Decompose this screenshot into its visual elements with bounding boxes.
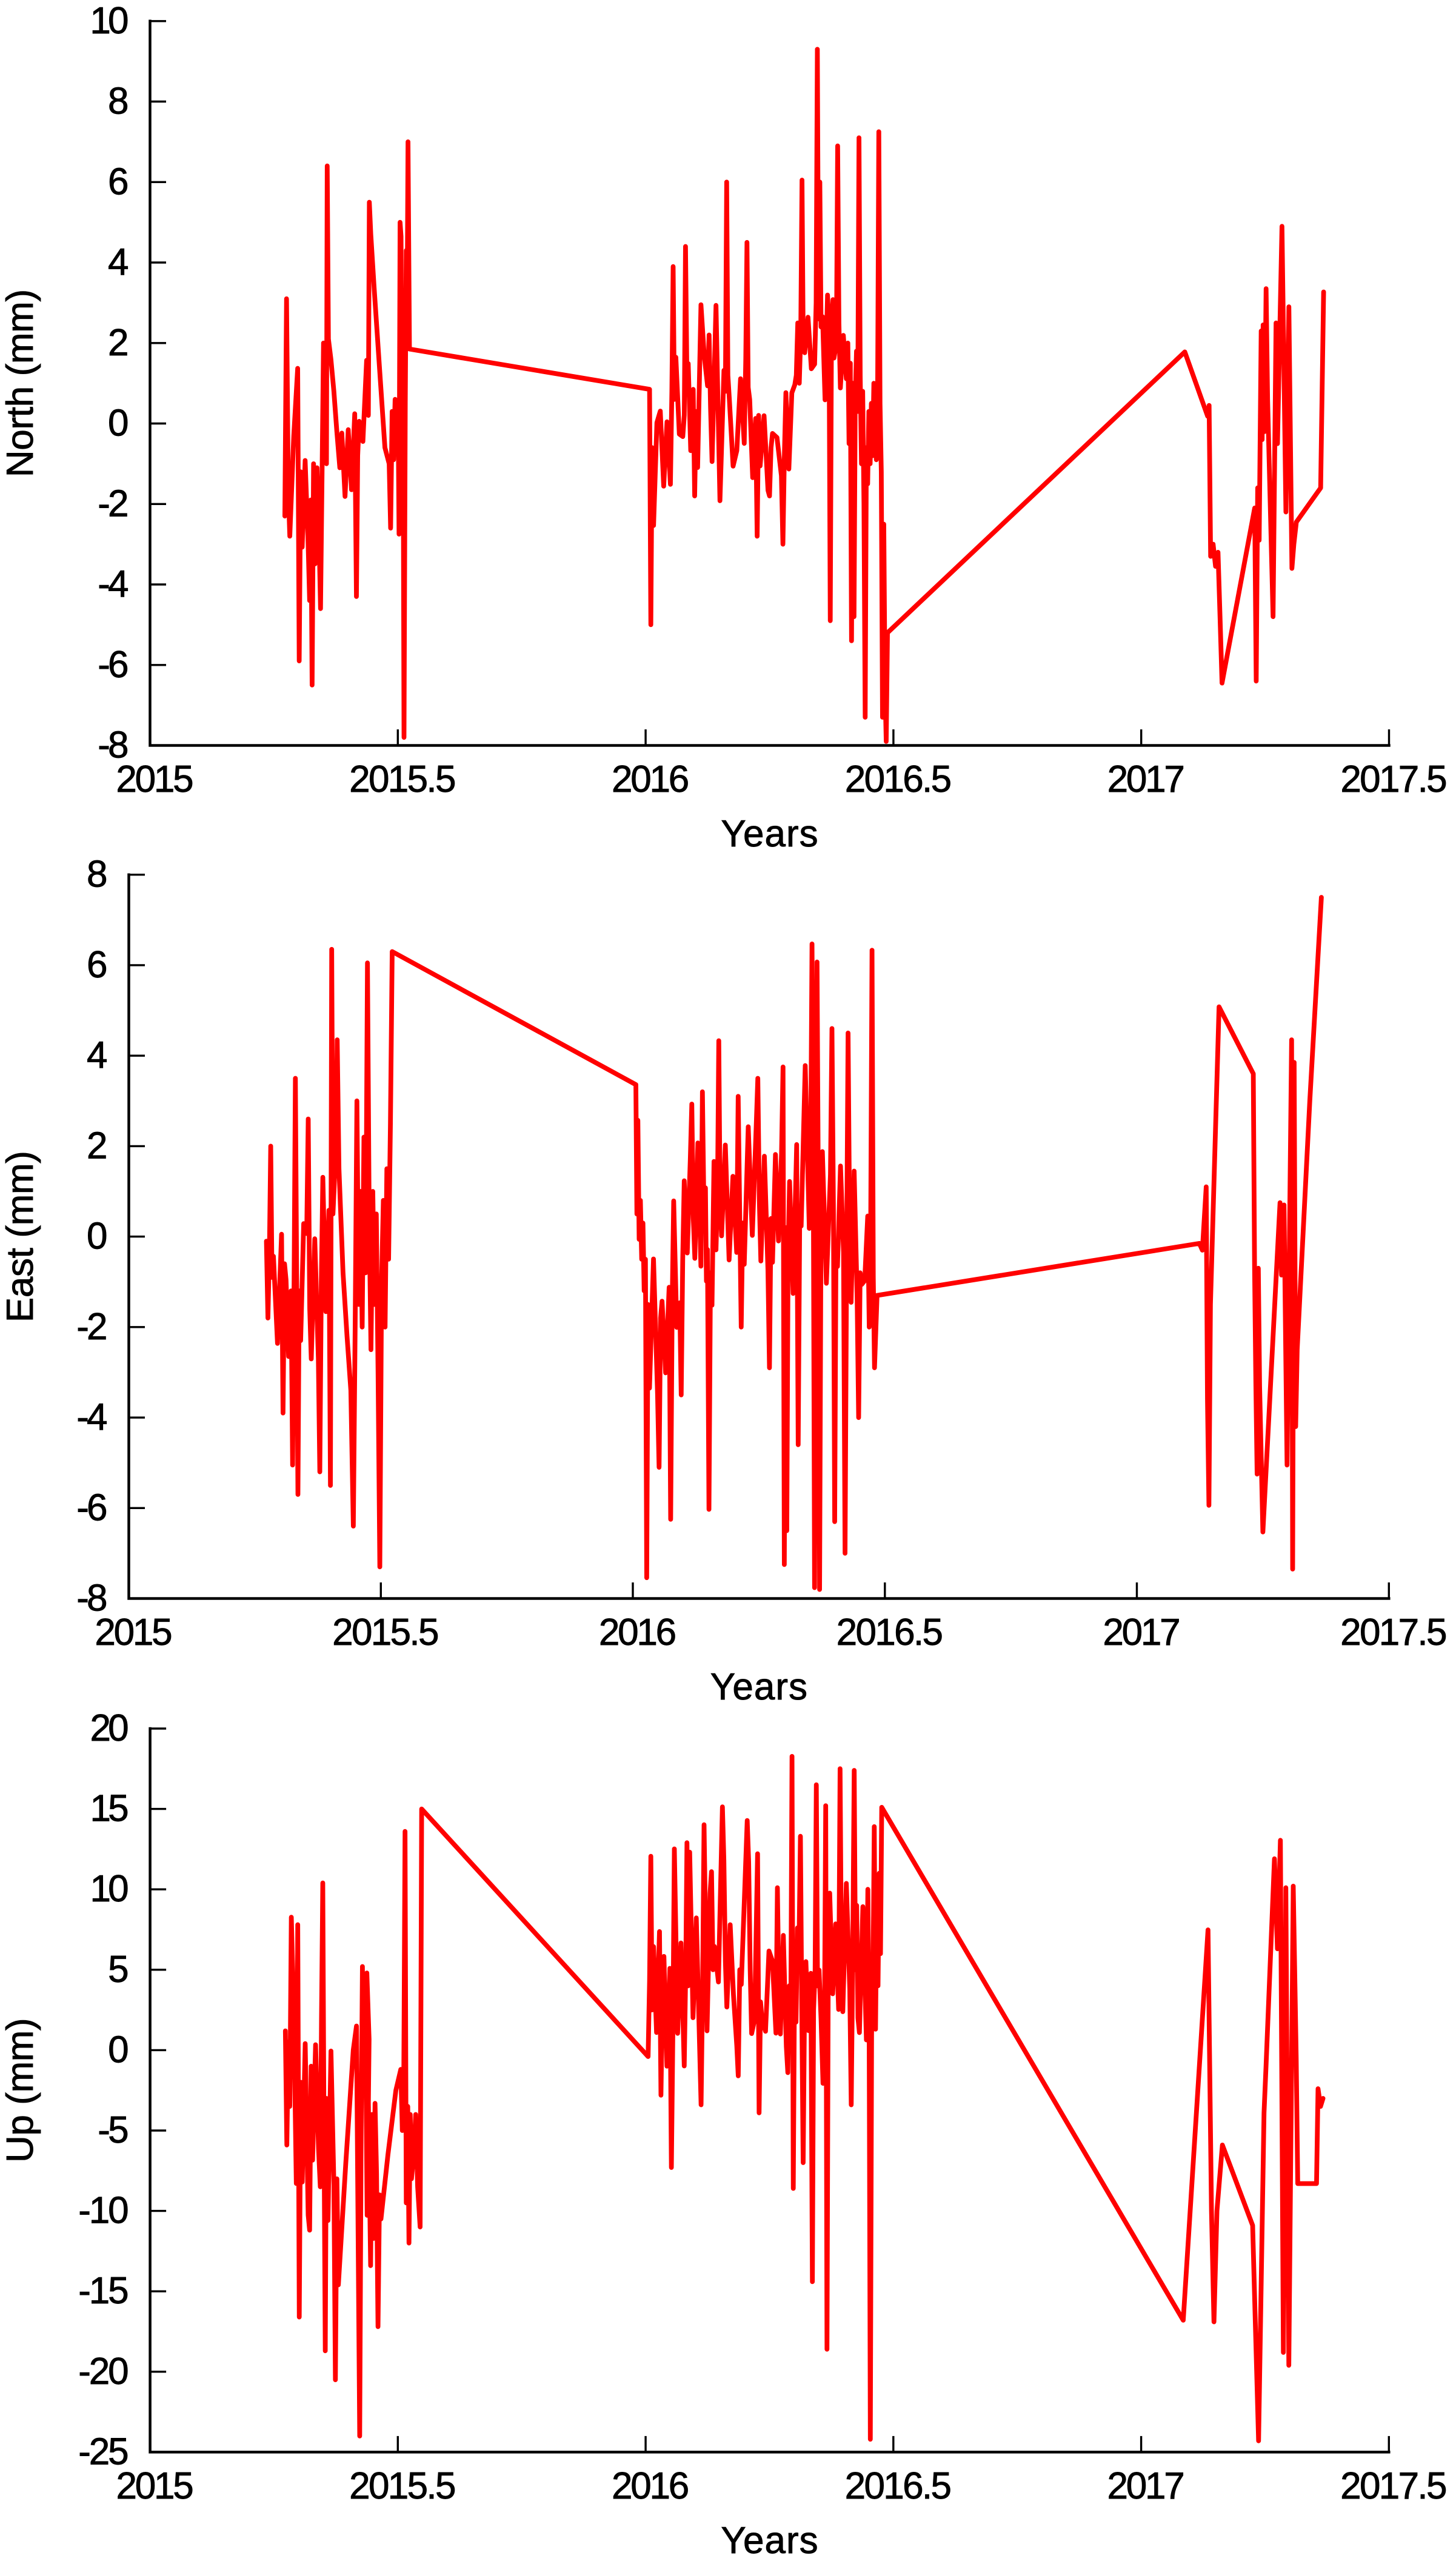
svg-text:2: 2 bbox=[87, 1125, 107, 1167]
svg-text:2017.5: 2017.5 bbox=[1340, 2465, 1447, 2507]
svg-text:10: 10 bbox=[90, 0, 129, 42]
svg-text:2015: 2015 bbox=[116, 2465, 194, 2507]
svg-text:2016: 2016 bbox=[599, 1612, 676, 1653]
svg-text:2017.5: 2017.5 bbox=[1340, 758, 1447, 800]
svg-text:-4: -4 bbox=[76, 1396, 107, 1438]
svg-text:Years: Years bbox=[721, 2520, 818, 2561]
svg-text:-2: -2 bbox=[76, 1306, 107, 1348]
svg-text:2017: 2017 bbox=[1107, 758, 1185, 800]
svg-text:8: 8 bbox=[108, 81, 129, 122]
svg-text:-2: -2 bbox=[98, 483, 129, 524]
svg-text:2016.5: 2016.5 bbox=[845, 758, 952, 800]
svg-text:15: 15 bbox=[90, 1788, 129, 1830]
svg-text:Up (mm): Up (mm) bbox=[0, 2018, 41, 2163]
svg-text:10: 10 bbox=[90, 1868, 129, 1910]
svg-text:5: 5 bbox=[108, 1949, 129, 1990]
svg-text:-10: -10 bbox=[78, 2190, 129, 2232]
svg-text:-8: -8 bbox=[98, 725, 129, 766]
svg-text:0: 0 bbox=[87, 1216, 107, 1257]
svg-text:-8: -8 bbox=[76, 1578, 107, 1619]
svg-text:6: 6 bbox=[108, 161, 129, 203]
svg-text:8: 8 bbox=[87, 854, 107, 896]
svg-text:-6: -6 bbox=[76, 1487, 107, 1528]
svg-text:4: 4 bbox=[87, 1034, 107, 1076]
svg-text:-25: -25 bbox=[78, 2431, 129, 2472]
svg-text:2015.5: 2015.5 bbox=[332, 1612, 439, 1653]
svg-text:6: 6 bbox=[87, 944, 107, 986]
svg-text:2015: 2015 bbox=[95, 1612, 172, 1653]
svg-text:-4: -4 bbox=[98, 563, 129, 605]
svg-text:North (mm): North (mm) bbox=[0, 289, 41, 477]
svg-text:-20: -20 bbox=[78, 2351, 129, 2392]
svg-text:2017: 2017 bbox=[1107, 2465, 1185, 2507]
svg-text:Years: Years bbox=[710, 1666, 807, 1708]
svg-text:0: 0 bbox=[108, 2029, 129, 2071]
svg-text:-6: -6 bbox=[98, 644, 129, 686]
svg-text:2015.5: 2015.5 bbox=[349, 758, 456, 800]
svg-text:2015: 2015 bbox=[116, 758, 193, 800]
svg-text:2016.5: 2016.5 bbox=[845, 2465, 952, 2507]
svg-text:-15: -15 bbox=[78, 2270, 129, 2312]
svg-text:Years: Years bbox=[721, 813, 818, 855]
svg-text:East (mm): East (mm) bbox=[0, 1151, 41, 1322]
svg-text:-5: -5 bbox=[98, 2109, 129, 2151]
svg-text:2017: 2017 bbox=[1103, 1612, 1180, 1653]
svg-text:2016.5: 2016.5 bbox=[837, 1612, 943, 1653]
svg-text:2: 2 bbox=[108, 322, 129, 364]
svg-text:4: 4 bbox=[108, 241, 129, 283]
svg-text:20: 20 bbox=[90, 1707, 129, 1749]
svg-text:2016: 2016 bbox=[612, 758, 689, 800]
svg-text:0: 0 bbox=[108, 403, 129, 444]
svg-text:2015.5: 2015.5 bbox=[349, 2465, 456, 2507]
svg-text:2017.5: 2017.5 bbox=[1340, 1612, 1447, 1653]
svg-text:2016: 2016 bbox=[612, 2465, 689, 2507]
